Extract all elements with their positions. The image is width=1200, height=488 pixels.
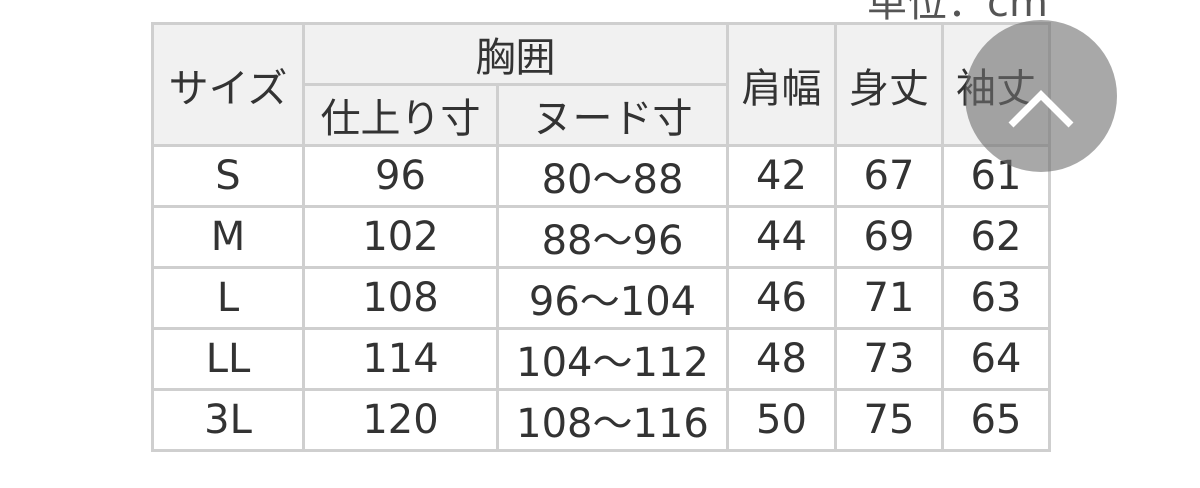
chevron-up-icon xyxy=(1008,90,1074,128)
cell-chest-finished: 102 xyxy=(302,205,499,269)
header-chest-nude: ヌード寸 xyxy=(496,83,729,147)
cell-shoulder: 42 xyxy=(726,144,837,208)
cell-chest-finished: 114 xyxy=(302,327,499,391)
table-row: S 96 80〜88 42 67 61 xyxy=(151,144,1051,208)
cell-length: 73 xyxy=(834,327,944,391)
cell-sleeve: 62 xyxy=(941,205,1051,269)
cell-length: 75 xyxy=(834,388,944,452)
cell-length: 71 xyxy=(834,266,944,330)
header-chest-finished: 仕上り寸 xyxy=(302,83,499,147)
cell-sleeve: 65 xyxy=(941,388,1051,452)
table-row: LL 114 104〜112 48 73 64 xyxy=(151,327,1051,391)
cell-size: M xyxy=(151,205,305,269)
cell-chest-finished: 96 xyxy=(302,144,499,208)
unit-label: 単位：cm xyxy=(867,0,1048,26)
cell-size: L xyxy=(151,266,305,330)
cell-size: LL xyxy=(151,327,305,391)
cell-sleeve: 63 xyxy=(941,266,1051,330)
cell-chest-nude: 96〜104 xyxy=(496,266,729,330)
table-row: 3L 120 108〜116 50 75 65 xyxy=(151,388,1051,452)
cell-size: S xyxy=(151,144,305,208)
cell-size: 3L xyxy=(151,388,305,452)
header-length: 身丈 xyxy=(834,22,944,147)
header-chest: 胸囲 xyxy=(302,22,729,86)
cell-shoulder: 50 xyxy=(726,388,837,452)
cell-shoulder: 46 xyxy=(726,266,837,330)
cell-chest-nude: 80〜88 xyxy=(496,144,729,208)
cell-chest-nude: 108〜116 xyxy=(496,388,729,452)
header-shoulder: 肩幅 xyxy=(726,22,837,147)
cell-sleeve: 64 xyxy=(941,327,1051,391)
cell-shoulder: 48 xyxy=(726,327,837,391)
cell-length: 67 xyxy=(834,144,944,208)
cell-chest-nude: 104〜112 xyxy=(496,327,729,391)
table-row: L 108 96〜104 46 71 63 xyxy=(151,266,1051,330)
header-size: サイズ xyxy=(151,22,305,147)
cell-chest-finished: 108 xyxy=(302,266,499,330)
cell-shoulder: 44 xyxy=(726,205,837,269)
cell-length: 69 xyxy=(834,205,944,269)
size-table: サイズ 胸囲 肩幅 身丈 袖丈 仕上り寸 ヌード寸 S9680〜88426761… xyxy=(151,22,1051,452)
cell-chest-nude: 88〜96 xyxy=(496,205,729,269)
cell-chest-finished: 120 xyxy=(302,388,499,452)
table-row: M 102 88〜96 44 69 62 xyxy=(151,205,1051,269)
scroll-to-top-button[interactable] xyxy=(965,20,1117,172)
